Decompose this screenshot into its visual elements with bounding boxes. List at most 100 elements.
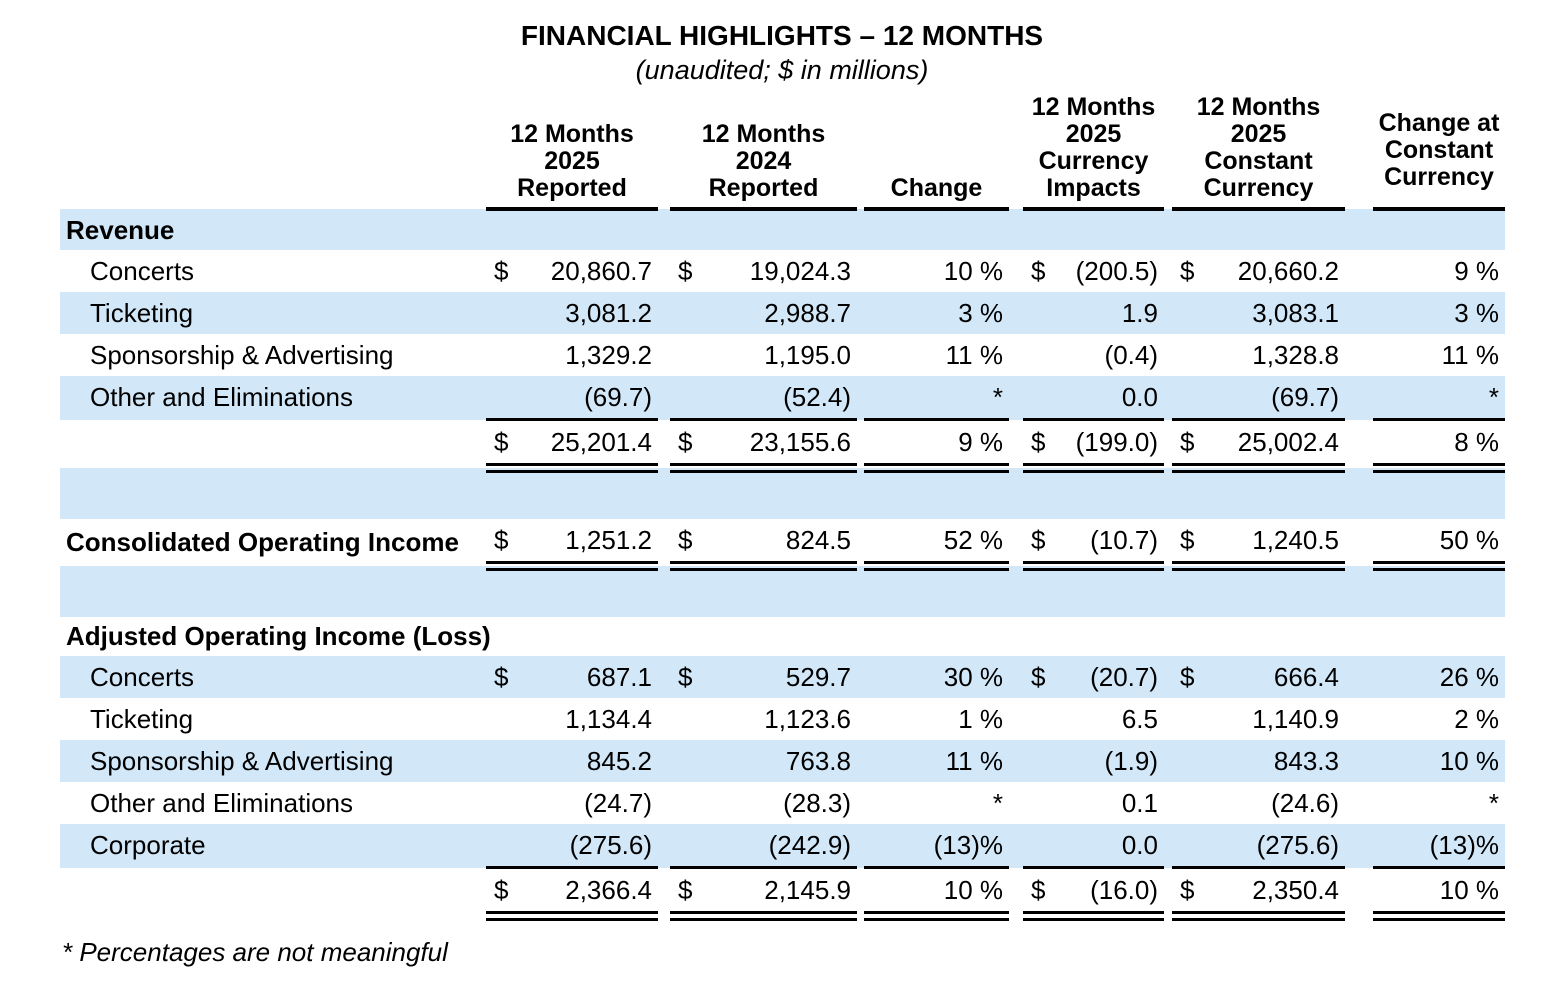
cell-content: 763.8 <box>670 746 857 777</box>
cell-content: * <box>1373 788 1505 819</box>
cell-months-2024-reported: 763.8 <box>670 740 857 782</box>
cell-change: (13)% <box>864 824 1009 869</box>
cell-content: $2,366.4 <box>486 875 658 906</box>
column-header-line: Currency <box>1038 147 1149 175</box>
column-gap <box>857 376 864 420</box>
column-gap <box>1009 740 1023 782</box>
column-gap <box>658 292 670 334</box>
column-gap <box>1009 250 1023 292</box>
cell-content: $824.5 <box>670 525 857 556</box>
cell-value: 25,201.4 <box>550 426 652 457</box>
cell-value: 2 % <box>1454 703 1499 734</box>
cell-content: $2,350.4 <box>1172 875 1345 906</box>
dollar-sign: $ <box>494 255 509 286</box>
dollar-sign: $ <box>1180 524 1195 555</box>
cell-content: 1,140.9 <box>1172 704 1345 735</box>
cell-change: 3 % <box>864 292 1009 334</box>
cell-value: * <box>992 787 1003 818</box>
cell-content: 30 % <box>864 662 1009 693</box>
dollar-sign: $ <box>1180 661 1195 692</box>
cell-value: (13)% <box>933 829 1003 860</box>
cell-value: 50 % <box>1439 524 1499 555</box>
cell-content: * <box>864 382 1009 413</box>
cell-value: (275.6) <box>1256 829 1339 860</box>
cell-change: 52 % <box>864 519 1009 571</box>
cell-content: (52.4) <box>670 382 857 413</box>
row-label: Other and Eliminations <box>90 382 354 413</box>
table-row: Corporate (275.6) (242.9) (13)% 0.0 (275.6) (1… <box>60 824 1505 869</box>
cell-change-constant-currency: * <box>1373 782 1505 824</box>
column-header-months-2025-reported: 12 Months 2025 Reported <box>486 94 658 211</box>
cell-months-2025-reported: (24.7) <box>486 782 658 824</box>
spacer-row <box>60 566 1505 617</box>
cell-months-2025-reported: $20,860.7 <box>486 250 658 292</box>
cell-change: 11 % <box>864 334 1009 376</box>
cell-currency-impacts: 6.5 <box>1023 698 1164 740</box>
cell-change: 10 % <box>864 250 1009 292</box>
dollar-sign: $ <box>494 874 509 905</box>
column-gap <box>857 740 864 782</box>
cell-content: (242.9) <box>670 830 857 861</box>
cell-value: 11 % <box>945 745 1003 776</box>
cell-currency-impacts: 1.9 <box>1023 292 1164 334</box>
table-row: Concerts $20,860.7 $19,024.3 10 % $ (200.5) $2… <box>60 250 1505 292</box>
cell-content: (13)% <box>1373 830 1505 861</box>
cell-value: 3,083.1 <box>1252 297 1339 328</box>
cell-content: $687.1 <box>486 662 658 693</box>
footnote: * Percentages are not meaningful <box>62 937 448 967</box>
row-label <box>60 868 486 917</box>
cell-change-constant-currency: 2 % <box>1373 698 1505 740</box>
column-header-constant-currency: 12 Months 2025 Constant Currency <box>1172 94 1345 211</box>
column-gap <box>1164 868 1172 917</box>
column-gap <box>1164 376 1172 420</box>
cell-value: (52.4) <box>783 381 851 412</box>
dollar-sign: $ <box>678 426 693 457</box>
cell-months-2025-reported: 845.2 <box>486 740 658 782</box>
cell-currency-impacts: 0.0 <box>1023 376 1164 421</box>
page-subtitle: (unaudited; $ in millions) <box>635 55 929 85</box>
cell-content: (0.4) <box>1023 340 1164 371</box>
cell-months-2024-reported: (28.3) <box>670 782 857 824</box>
cell-content: 3,081.2 <box>486 298 658 329</box>
column-gap <box>1164 250 1172 292</box>
column-gap <box>658 782 670 824</box>
column-gap <box>1164 519 1172 566</box>
cell-value: 10 % <box>1439 745 1499 776</box>
financial-highlights-table: 12 Months 2025 Reported 12 Months 2024 Report… <box>60 94 1505 921</box>
cell-content: (275.6) <box>486 830 658 861</box>
row-label: Sponsorship & Advertising <box>90 745 394 776</box>
column-header-change-constant-currency: Change at Constant Currency <box>1373 94 1505 211</box>
cell-content: 1,195.0 <box>670 340 857 371</box>
column-gap <box>1009 334 1023 376</box>
column-gap <box>857 782 864 824</box>
cell-value: 20,660.2 <box>1237 255 1339 286</box>
cell-content: 10 % <box>1373 875 1505 906</box>
table-row: Consolidated Operating Income $1,251.2 $82… <box>60 519 1505 571</box>
dollar-sign: $ <box>1031 661 1046 692</box>
dollar-sign: $ <box>1031 874 1046 905</box>
table-row: Concerts $687.1 $529.7 30 % $ (20.7) $666.4 26 … <box>60 656 1505 698</box>
cell-months-2024-reported: 1,195.0 <box>670 334 857 376</box>
cell-content: $1,240.5 <box>1172 525 1345 556</box>
column-gap <box>658 250 670 292</box>
cell-content: 2 % <box>1373 704 1505 735</box>
cell-months-2025-reported: $2,366.4 <box>486 867 658 921</box>
column-gap <box>857 868 864 917</box>
column-gap <box>857 94 864 209</box>
cell-months-2025-reported: 3,081.2 <box>486 292 658 334</box>
cell-months-2024-reported: $824.5 <box>670 519 857 571</box>
column-gap <box>1345 94 1373 209</box>
cell-value: 30 % <box>943 661 1003 692</box>
cell-constant-currency: 1,328.8 <box>1172 334 1345 376</box>
cell-content: 3 % <box>1373 298 1505 329</box>
cell-content: 1,123.6 <box>670 704 857 735</box>
cell-value: (0.4) <box>1104 339 1158 370</box>
cell-content: * <box>864 788 1009 819</box>
dollar-sign: $ <box>1031 255 1046 286</box>
cell-value: 25,002.4 <box>1237 426 1339 457</box>
column-gap <box>1009 292 1023 334</box>
column-header-line: 2025 <box>544 147 600 175</box>
cell-value: 1,123.6 <box>764 703 851 734</box>
cell-content: (275.6) <box>1172 830 1345 861</box>
cell-content: (24.7) <box>486 788 658 819</box>
